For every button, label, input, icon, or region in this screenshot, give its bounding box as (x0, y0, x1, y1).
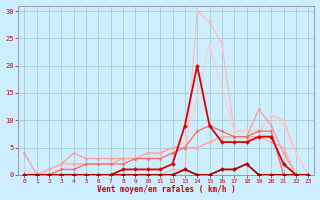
X-axis label: Vent moyen/en rafales ( km/h ): Vent moyen/en rafales ( km/h ) (97, 185, 236, 194)
